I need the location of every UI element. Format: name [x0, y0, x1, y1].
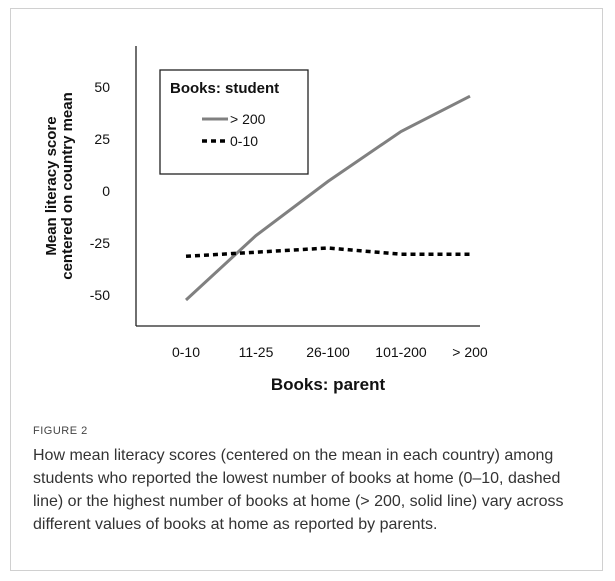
legend-box [159, 69, 309, 175]
y-axis-title-line1: Mean literacy score [43, 116, 60, 255]
y-tick-labels: 50 25 0 -25 -50 [90, 79, 110, 303]
y-tick-label: -50 [90, 287, 110, 303]
chart-svg: 50 25 0 -25 -50 0-10 11-25 26-100 101-20… [43, 46, 488, 394]
legend-label-0-10: 0-10 [230, 133, 258, 149]
x-tick-label: 26-100 [306, 344, 350, 360]
y-axis-title: Mean literacy score centered on country … [43, 92, 76, 280]
legend-label-over-200: > 200 [230, 111, 266, 127]
y-axis-title-line2: centered on country mean [59, 92, 76, 280]
series-line-0-10 [185, 246, 470, 259]
x-axis-title: Books: parent [271, 375, 386, 394]
x-tick-label: 101-200 [375, 344, 427, 360]
y-tick-label: 25 [94, 131, 110, 147]
figure-caption: How mean literacy scores (centered on th… [33, 447, 564, 533]
legend-title: Books: student [170, 80, 279, 97]
y-tick-label: 0 [102, 183, 110, 199]
x-tick-label: > 200 [452, 344, 488, 360]
y-tick-label: 50 [94, 79, 110, 95]
y-tick-label: -25 [90, 235, 110, 251]
x-tick-label: 11-25 [239, 344, 274, 360]
x-tick-label: 0-10 [172, 344, 200, 360]
figure-label: FIGURE 2 [33, 425, 88, 437]
series-line-over-200 [184, 94, 471, 302]
x-tick-labels: 0-10 11-25 26-100 101-200 > 200 [172, 344, 488, 360]
legend: Books: student > 200 0-10 [159, 69, 309, 175]
